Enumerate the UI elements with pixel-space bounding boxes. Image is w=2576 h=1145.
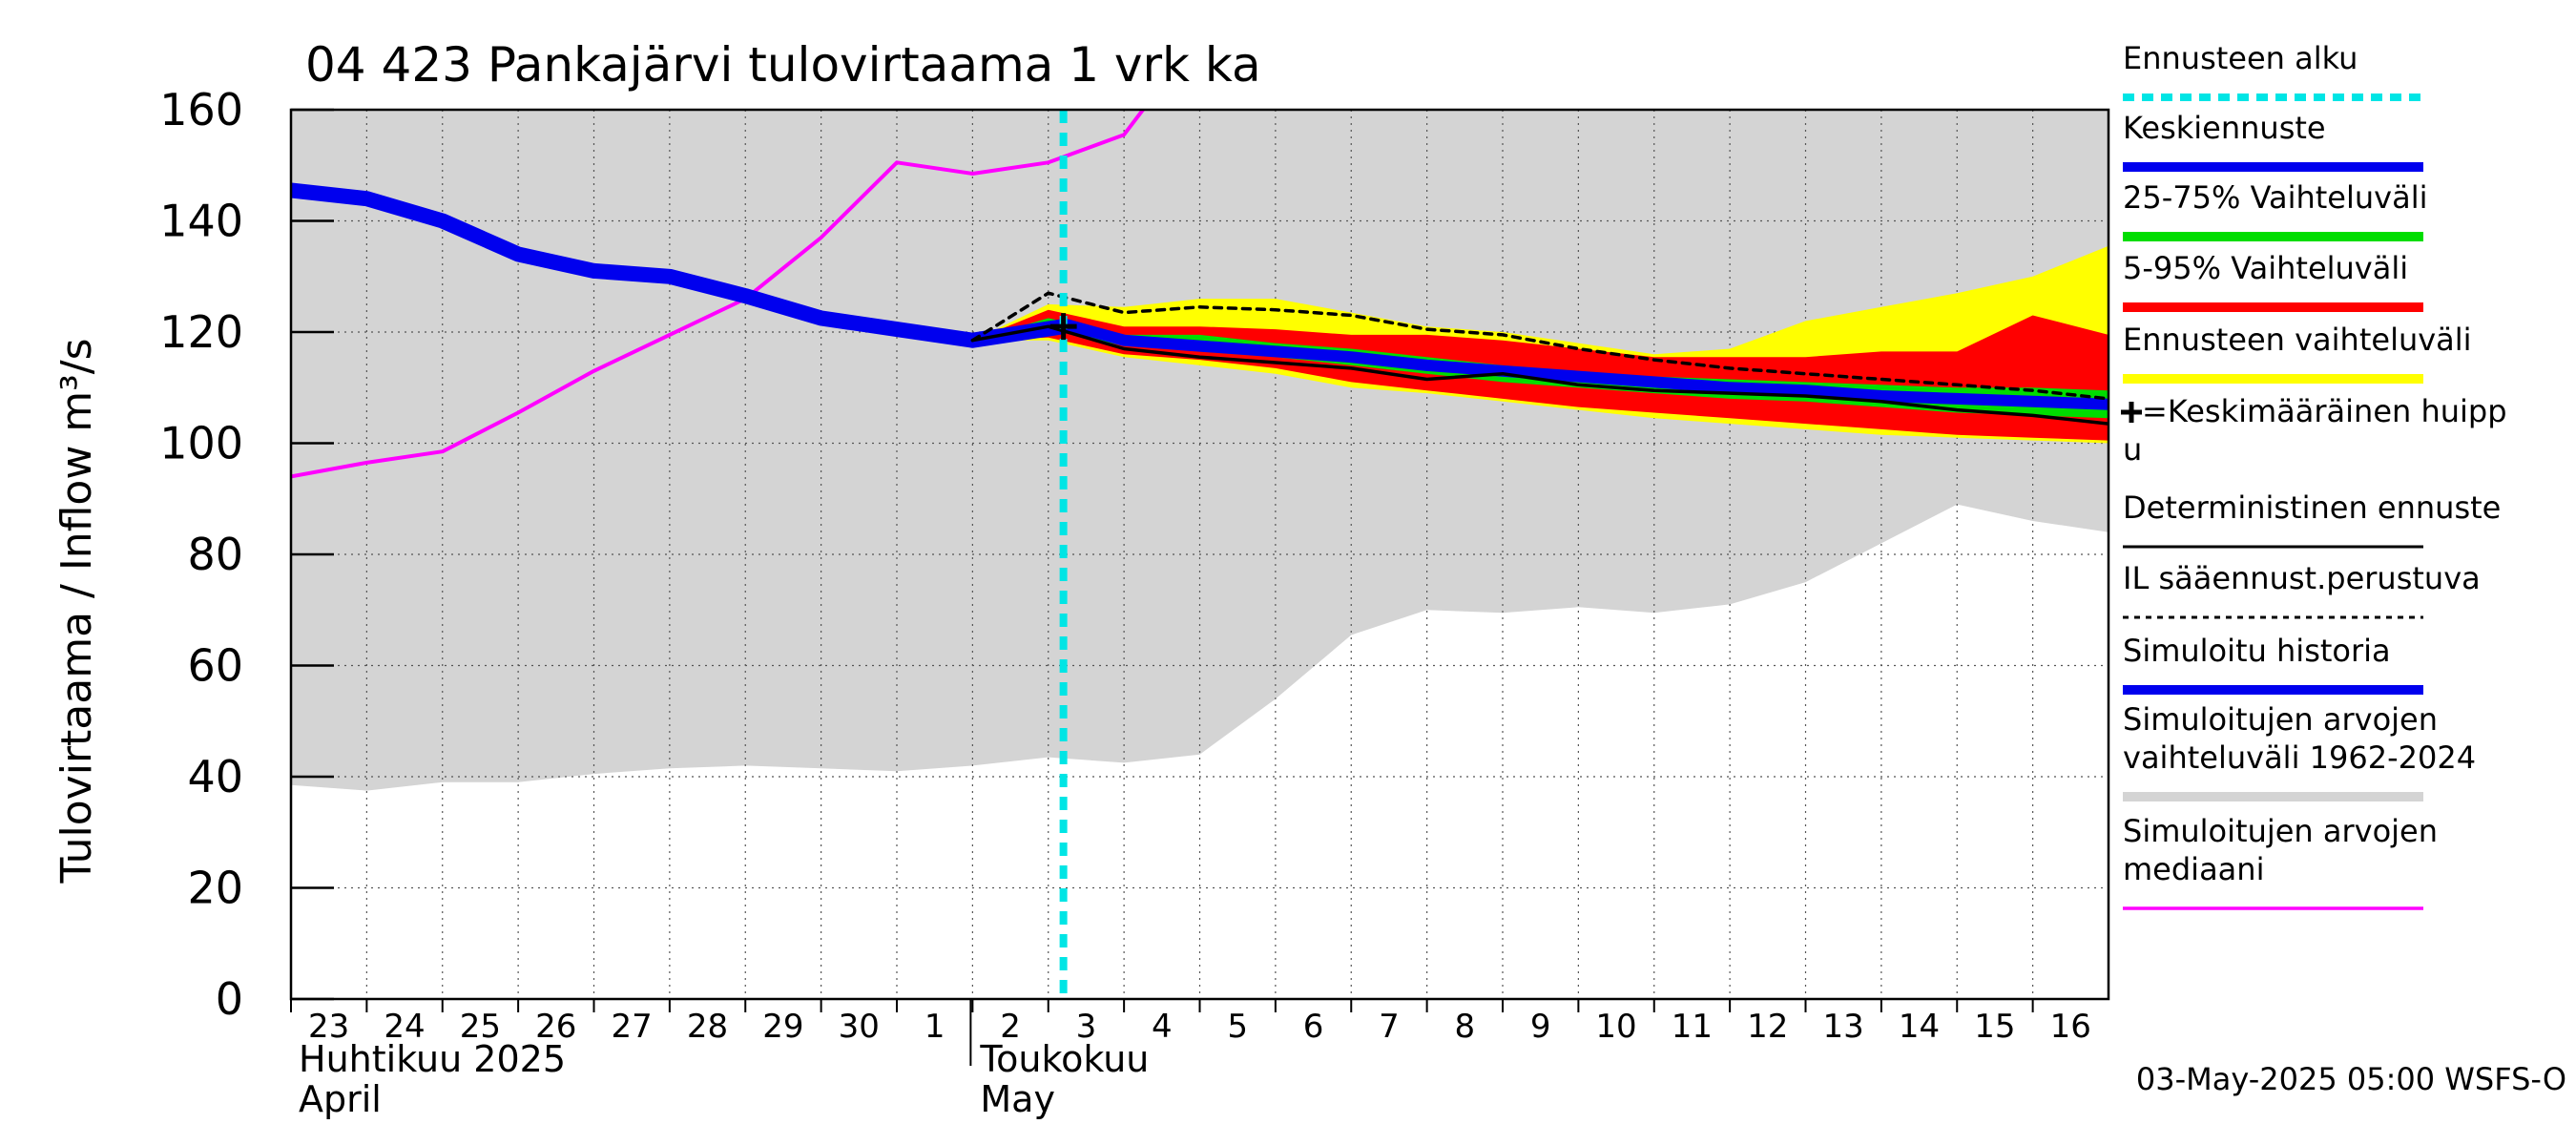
legend-item-forecast-start: Ennusteen alku xyxy=(2123,40,2423,101)
x-tick-label: 7 xyxy=(1379,1008,1400,1046)
y-tick-label: 0 xyxy=(216,973,243,1025)
x-tick-label: 10 xyxy=(1595,1008,1636,1046)
month-label-english: April xyxy=(299,1078,382,1120)
y-axis-label: Tulovirtaama / Inflow m³/s xyxy=(52,338,101,884)
x-tick-label: 23 xyxy=(308,1008,349,1046)
legend-plus-symbol xyxy=(2121,402,2142,423)
y-tick-label: 40 xyxy=(187,751,243,802)
il-forecast-line xyxy=(970,291,2109,401)
y-tick-label: 140 xyxy=(159,196,243,247)
month-label: Toukokuu xyxy=(979,1038,1149,1080)
y-tick-label: 120 xyxy=(159,306,243,358)
legend-item-forecast-range: Ennusteen vaihteluväli xyxy=(2123,322,2472,384)
x-tick-label: 2 xyxy=(1000,1008,1021,1046)
y-tick-label: 100 xyxy=(159,418,243,469)
legend-label: Keskiennuste xyxy=(2123,110,2326,146)
x-tick-label: 1 xyxy=(924,1008,945,1046)
legend-label: Simuloitujen arvojen xyxy=(2123,701,2438,738)
y-tick-label: 60 xyxy=(187,640,243,692)
x-tick-label: 14 xyxy=(1899,1008,1940,1046)
x-tick-label: 16 xyxy=(2050,1008,2091,1046)
legend-item-simulated-history: Simuloitu historia xyxy=(2123,633,2423,695)
x-tick-label: 28 xyxy=(687,1008,728,1046)
x-tick-label: 11 xyxy=(1672,1008,1713,1046)
legend-item-il-forecast: IL sääennust.perustuva xyxy=(2123,560,2481,619)
history-range-band xyxy=(291,110,2109,791)
legend: Ennusteen alku Keskiennuste 25-75% Vaihtel… xyxy=(2121,40,2507,910)
x-tick-label: 26 xyxy=(535,1008,576,1046)
legend-label: 5-95% Vaihteluväli xyxy=(2123,250,2408,286)
plot-area xyxy=(291,110,2109,999)
x-tick-label: 29 xyxy=(762,1008,803,1046)
gridlines xyxy=(291,110,2109,999)
y-tick-label: 20 xyxy=(187,863,243,914)
x-tick-label: 3 xyxy=(1076,1008,1097,1046)
simulated-history-line xyxy=(291,182,1071,348)
legend-item-p25-75: 25-75% Vaihteluväli xyxy=(2123,179,2427,241)
x-tick-label: 12 xyxy=(1747,1008,1788,1046)
y-tick-label: 80 xyxy=(187,529,243,580)
x-tick-label: 13 xyxy=(1823,1008,1864,1046)
legend-label: Ennusteen alku xyxy=(2123,40,2358,76)
x-tick-label: 9 xyxy=(1530,1008,1551,1046)
month-label: Huhtikuu 2025 xyxy=(299,1038,566,1080)
mean-forecast-line xyxy=(1057,318,2109,410)
legend-item-p5-95: 5-95% Vaihteluväli xyxy=(2123,250,2423,312)
timestamp: 03-May-2025 05:00 WSFS-O xyxy=(2136,1061,2566,1097)
x-tick-label: 15 xyxy=(1974,1008,2015,1046)
legend-label: 25-75% Vaihteluväli xyxy=(2123,179,2427,216)
x-tick-label: 30 xyxy=(839,1008,880,1046)
legend-item-deterministic: Deterministinen ennuste xyxy=(2123,489,2501,549)
y-tick-label: 160 xyxy=(159,84,243,135)
peak-marker xyxy=(1049,313,1077,341)
legend-item-mean-forecast: Keskiennuste xyxy=(2123,110,2423,172)
legend-label: =Keskimääräinen huipp xyxy=(2142,393,2507,429)
x-tick-label: 5 xyxy=(1227,1008,1248,1046)
legend-label: IL sääennust.perustuva xyxy=(2123,560,2481,596)
x-tick-label: 4 xyxy=(1152,1008,1173,1046)
chart-title: 04 423 Pankajärvi tulovirtaama 1 vrk ka xyxy=(305,37,1261,93)
legend-label: Simuloitu historia xyxy=(2123,633,2391,669)
legend-label: Deterministinen ennuste xyxy=(2123,489,2501,526)
legend-label-line2: vaihteluväli 1962-2024 xyxy=(2123,739,2476,776)
legend-label: Ennusteen vaihteluväli xyxy=(2123,322,2472,358)
legend-label: Simuloitujen arvojen xyxy=(2123,813,2438,849)
x-tick-label: 27 xyxy=(612,1008,653,1046)
x-tick-label: 6 xyxy=(1303,1008,1324,1046)
x-tick-label: 8 xyxy=(1454,1008,1475,1046)
month-label-english: May xyxy=(980,1078,1055,1120)
deterministic-line xyxy=(970,324,2109,426)
legend-label-line2: mediaani xyxy=(2123,851,2264,887)
x-tick-label: 25 xyxy=(460,1008,501,1046)
x-tick-label: 24 xyxy=(384,1008,425,1046)
legend-label-line2: u xyxy=(2123,431,2142,468)
